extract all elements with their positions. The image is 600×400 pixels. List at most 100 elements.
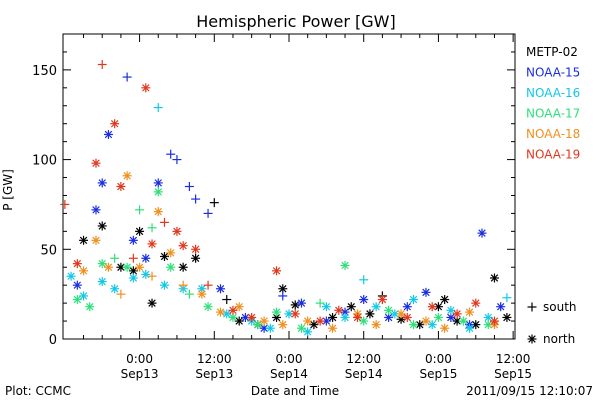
data-point xyxy=(153,207,163,217)
data-points xyxy=(60,60,512,337)
data-point xyxy=(141,83,151,93)
data-point xyxy=(153,187,163,197)
data-point xyxy=(440,295,450,305)
x-tick-time-label: 0:00 xyxy=(126,352,153,366)
y-tick-label: 150 xyxy=(32,64,57,79)
data-point xyxy=(340,312,350,322)
x-tick-time-label: 12:00 xyxy=(346,352,381,366)
data-point xyxy=(184,182,194,191)
data-point xyxy=(97,277,107,287)
data-point xyxy=(110,284,120,294)
data-point xyxy=(452,309,462,319)
data-point xyxy=(97,259,107,269)
data-point xyxy=(346,302,356,312)
data-point xyxy=(128,253,138,263)
data-point xyxy=(172,155,182,165)
data-point xyxy=(178,262,188,272)
legend-entry: NOAA-18 xyxy=(526,127,580,141)
data-point xyxy=(352,312,362,322)
data-point xyxy=(66,271,76,281)
data-point xyxy=(465,307,475,317)
data-point xyxy=(259,316,269,326)
data-point xyxy=(122,262,132,272)
marker-key: south north xyxy=(527,300,577,346)
data-point xyxy=(409,295,419,305)
x-tick-date-label: Sep13 xyxy=(121,367,159,381)
data-point xyxy=(91,205,101,215)
data-point xyxy=(365,309,375,319)
data-point xyxy=(197,289,207,299)
data-point xyxy=(421,287,431,297)
data-point xyxy=(427,302,437,312)
data-point xyxy=(191,194,201,204)
data-point xyxy=(72,259,82,269)
data-point xyxy=(203,302,213,312)
data-point xyxy=(147,271,157,281)
data-point xyxy=(147,239,157,249)
data-point xyxy=(315,298,325,308)
data-point xyxy=(371,320,381,330)
y-tick-label: 50 xyxy=(40,243,57,258)
data-point xyxy=(72,280,82,290)
data-point xyxy=(477,228,487,238)
x-axis-label: Date and Time xyxy=(251,384,339,398)
data-point xyxy=(384,305,394,315)
data-point xyxy=(234,316,244,326)
data-point xyxy=(191,253,201,263)
data-point xyxy=(458,316,468,326)
data-point xyxy=(328,312,338,322)
data-point xyxy=(427,320,437,330)
data-point xyxy=(85,302,95,312)
data-point xyxy=(141,269,151,279)
data-point xyxy=(278,291,288,301)
data-point xyxy=(128,235,138,245)
y-axis-label: P [GW] xyxy=(1,169,15,211)
y-axis: 0 50 100 150 xyxy=(32,51,515,348)
data-point xyxy=(216,284,226,294)
data-point xyxy=(228,305,238,315)
data-point xyxy=(79,266,89,276)
data-point xyxy=(272,312,282,322)
data-point xyxy=(103,129,113,139)
legend-entry: NOAA-17 xyxy=(526,107,580,121)
y-tick-label: 100 xyxy=(32,154,57,169)
data-point xyxy=(303,327,313,337)
data-point xyxy=(147,298,157,308)
data-point xyxy=(135,262,145,272)
data-point xyxy=(110,253,120,263)
x-tick-time-label: 12:00 xyxy=(496,352,531,366)
plot-timestamp: 2011/09/15 12:10:07 xyxy=(466,384,593,398)
marker-key-symbol xyxy=(527,334,537,344)
data-point xyxy=(191,244,201,254)
chart-title: Hemispheric Power [GW] xyxy=(196,12,395,31)
data-point xyxy=(471,298,481,308)
data-point xyxy=(128,273,138,283)
data-point xyxy=(465,323,475,333)
data-point xyxy=(103,262,113,272)
data-point xyxy=(166,149,176,159)
data-point xyxy=(402,302,412,312)
legend: METP-02 NOAA-15 NOAA-16 NOAA-17 NOAA-18 NOAA-… xyxy=(526,45,580,162)
data-point xyxy=(296,298,306,308)
data-point xyxy=(97,221,107,231)
data-point xyxy=(483,312,493,322)
data-point xyxy=(359,295,369,305)
data-point xyxy=(234,302,244,312)
data-point xyxy=(159,280,169,290)
data-point xyxy=(421,316,431,326)
data-point xyxy=(489,273,499,283)
data-point xyxy=(203,280,213,290)
data-point xyxy=(216,307,226,317)
data-point xyxy=(153,103,163,113)
data-point xyxy=(359,316,369,326)
data-point xyxy=(253,320,263,330)
data-point xyxy=(178,280,188,290)
legend-entry: NOAA-15 xyxy=(526,66,580,80)
data-point xyxy=(247,312,257,322)
data-point xyxy=(496,302,506,312)
marker-key-label: north xyxy=(543,332,575,346)
data-point xyxy=(172,226,182,236)
data-point xyxy=(166,248,176,258)
